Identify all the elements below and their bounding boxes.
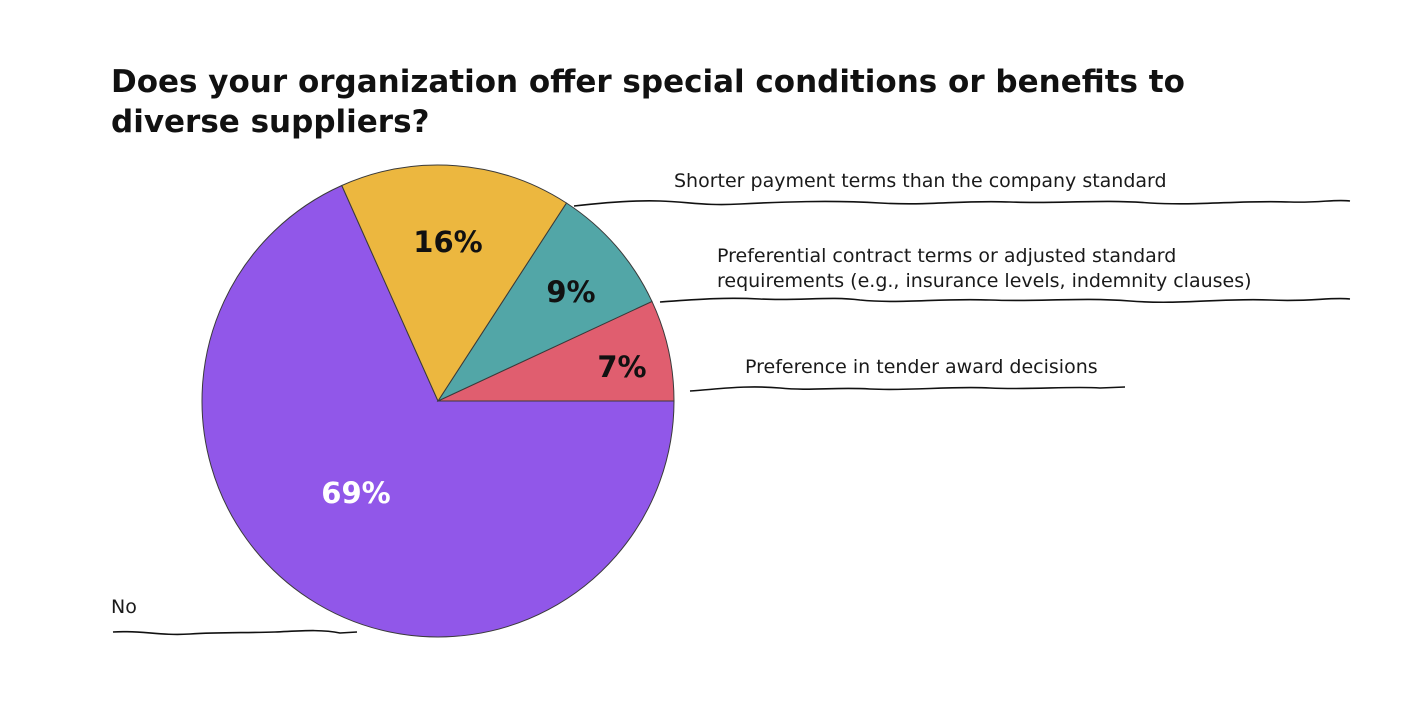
slice-label-tender-award: Preference in tender award decisions — [745, 356, 1098, 378]
callout-line-no — [112, 629, 358, 636]
callout-line-preferential-contract — [659, 297, 1351, 304]
slice-label-shorter-payment-terms: Shorter payment terms than the company s… — [674, 170, 1167, 192]
slice-label-preferential-contract-line-2: requirements (e.g., insurance levels, in… — [717, 270, 1252, 292]
slice-value-label-shorter-payment-terms-than-the: 16% — [413, 225, 482, 259]
callout-line-shorter-payment-terms — [573, 199, 1351, 207]
slice-value-labels: 69% 16% 9% 7% — [321, 225, 646, 510]
callout-line-tender-award — [689, 386, 1126, 392]
chart-title: Does your organization offer special con… — [111, 64, 1185, 140]
pie-slices — [201, 164, 675, 638]
slice-label-preferential-contract-line-1: Preferential contract terms or adjusted … — [717, 245, 1176, 267]
pie-slice-preference-in-tender-award-dec — [437, 300, 675, 402]
slice-value-label-no: 69% — [321, 476, 390, 510]
pie-slice-no — [201, 184, 675, 638]
slice-value-label-preference-in-tender-award-dec: 7% — [597, 350, 646, 384]
slice-label-no: No — [111, 596, 137, 618]
slice-value-label-preferential-contract-terms-or: 9% — [546, 275, 595, 309]
pie-slice-shorter-payment-terms-than-the — [341, 164, 568, 403]
pie-slice-preferential-contract-terms-or — [436, 202, 653, 403]
